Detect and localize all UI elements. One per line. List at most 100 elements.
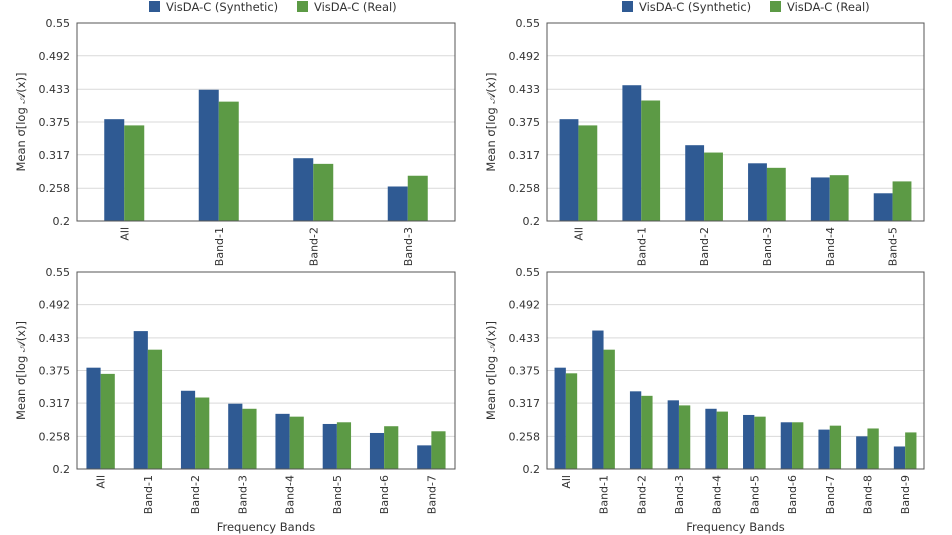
- y-tick-label: 0.375: [39, 365, 71, 378]
- chart-top-right: 0.2 0.258 0.317 0.375 0.433 0.492 0.55 All Band-…: [484, 17, 925, 266]
- x-tick-label: Band-6: [378, 475, 391, 514]
- x-tick-label: Band-3: [236, 475, 249, 514]
- x-tick-label: Band-2: [635, 475, 648, 514]
- legend-label-synthetic: VisDA-C (Synthetic): [166, 0, 278, 14]
- legend-swatch-synthetic: [622, 1, 633, 12]
- bar-synthetic: [856, 436, 868, 469]
- x-tick-label: Band-2: [698, 227, 711, 266]
- bar-synthetic: [417, 445, 432, 469]
- bar-synthetic: [780, 422, 793, 469]
- bar-real: [100, 373, 115, 469]
- legend-label-synthetic: VisDA-C (Synthetic): [639, 0, 751, 14]
- y-axis-label: Mean σ[log 𝒜(x)]: [14, 321, 28, 420]
- bar-synthetic: [622, 85, 642, 221]
- x-tick-label: Band-5: [748, 475, 761, 514]
- bar-synthetic: [554, 367, 566, 469]
- legend-right: VisDA-C (Synthetic) VisDA-C (Real): [622, 0, 870, 14]
- bar-synthetic: [228, 403, 243, 469]
- y-tick-label: 0.2: [523, 463, 541, 476]
- plot-frame: [546, 22, 925, 222]
- x-tick-label: Band-1: [213, 227, 226, 266]
- bar-real: [641, 395, 653, 469]
- bar-real: [578, 125, 598, 221]
- x-tick-label: Band-8: [861, 475, 874, 514]
- bar-synthetic: [685, 145, 705, 221]
- bar-real: [147, 349, 163, 469]
- chart-bottom-right: 0.2 0.258 0.317 0.375 0.433 0.492 0.55 All Band-…: [484, 266, 925, 534]
- bar-synthetic: [810, 177, 830, 221]
- bar-synthetic: [818, 429, 830, 469]
- bar-real: [313, 163, 334, 221]
- y-tick-label: 0.492: [39, 50, 71, 63]
- x-axis-label: Frequency Bands: [686, 520, 785, 534]
- y-tick-label: 0.375: [39, 116, 71, 129]
- y-tick-label: 0.55: [516, 266, 541, 279]
- bar-real: [766, 167, 786, 221]
- bar-real: [565, 373, 578, 469]
- bar-synthetic: [667, 400, 679, 469]
- bar-synthetic: [387, 186, 408, 221]
- bar-real: [829, 425, 842, 469]
- bar-synthetic: [893, 446, 906, 469]
- bar-real: [289, 416, 304, 469]
- x-tick-label: All: [560, 475, 573, 489]
- bar-synthetic: [592, 330, 604, 469]
- bar-real: [867, 428, 879, 469]
- bar-synthetic: [743, 414, 755, 469]
- bar-real: [829, 175, 849, 221]
- bar-synthetic: [369, 432, 385, 469]
- legend-swatch-real: [297, 1, 308, 12]
- bar-synthetic: [322, 423, 337, 469]
- y-tick-label: 0.55: [516, 17, 541, 30]
- x-tick-label: All: [572, 227, 585, 241]
- y-tick-label: 0.317: [39, 397, 71, 410]
- x-tick-label: Band-1: [635, 227, 648, 266]
- x-tick-label: Band-4: [711, 475, 724, 514]
- x-tick-label: Band-3: [402, 227, 415, 266]
- x-tick-label: Band-3: [673, 475, 686, 514]
- bar-synthetic: [133, 331, 148, 469]
- y-tick-label: 0.2: [53, 215, 71, 228]
- x-tick-label: All: [118, 227, 131, 241]
- chart-bottom-left: 0.2 0.258 0.317 0.375 0.433 0.492 0.55 All Band-…: [14, 266, 456, 534]
- bar-real: [905, 432, 917, 469]
- x-tick-label: Band-4: [824, 227, 837, 266]
- bar-real: [218, 101, 239, 221]
- y-tick-label: 0.317: [39, 149, 71, 162]
- x-tick-label: Band-2: [189, 475, 202, 514]
- x-tick-label: Band-2: [307, 227, 320, 266]
- bar-real: [603, 349, 615, 469]
- y-tick-label: 0.55: [46, 17, 71, 30]
- bar-real: [336, 422, 352, 469]
- y-tick-label: 0.258: [509, 430, 541, 443]
- legend-swatch-synthetic: [149, 1, 160, 12]
- bar-synthetic: [559, 119, 579, 221]
- bar-synthetic: [198, 89, 219, 221]
- plot-frame: [76, 22, 456, 222]
- y-tick-label: 0.2: [53, 463, 71, 476]
- y-tick-label: 0.492: [39, 299, 71, 312]
- legend-label-real: VisDA-C (Real): [787, 0, 870, 14]
- y-tick-label: 0.317: [509, 397, 541, 410]
- bar-real: [195, 397, 210, 469]
- legend-swatch-real: [770, 1, 781, 12]
- chart-top-left: 0.2 0.258 0.317 0.375 0.433 0.492 0.55 All Band-…: [14, 17, 456, 266]
- legend-label-real: VisDA-C (Real): [314, 0, 397, 14]
- y-axis-label: Mean σ[log 𝒜(x)]: [484, 72, 498, 171]
- y-tick-label: 0.433: [509, 83, 541, 96]
- x-tick-label: Band-5: [331, 475, 344, 514]
- y-tick-label: 0.2: [523, 215, 541, 228]
- y-axis-label: Mean σ[log 𝒜(x)]: [484, 321, 498, 420]
- bar-synthetic: [104, 119, 125, 221]
- y-tick-label: 0.433: [39, 332, 71, 345]
- bar-synthetic: [275, 413, 290, 469]
- y-tick-label: 0.317: [509, 149, 541, 162]
- bar-real: [754, 416, 766, 469]
- y-tick-label: 0.492: [509, 50, 541, 63]
- bar-real: [431, 431, 446, 469]
- x-axis-label: Frequency Bands: [217, 520, 316, 534]
- y-tick-label: 0.433: [39, 83, 71, 96]
- bar-real: [641, 100, 661, 221]
- y-tick-label: 0.375: [509, 365, 541, 378]
